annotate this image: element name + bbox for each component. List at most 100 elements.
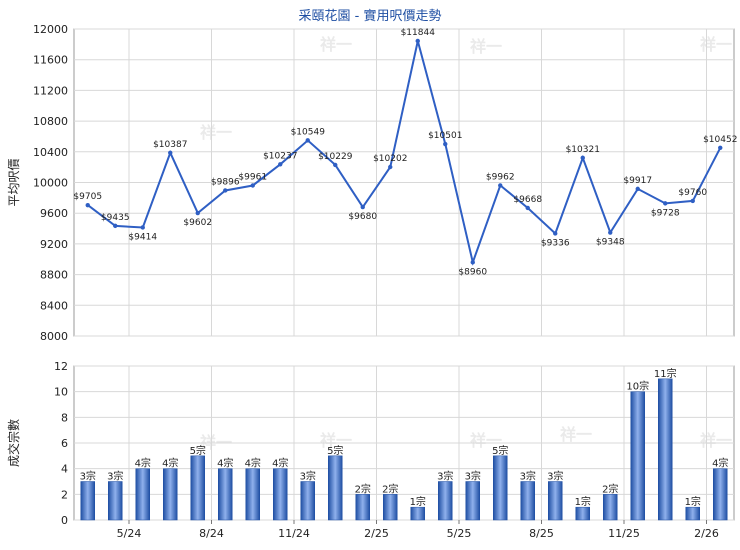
price-data-label: $9728 bbox=[651, 208, 680, 218]
bar-data-label: 5宗 bbox=[327, 444, 343, 457]
y-tick-label: 6 bbox=[61, 437, 68, 450]
price-data-label: $9336 bbox=[541, 238, 570, 248]
y-tick-label: 11200 bbox=[33, 84, 68, 97]
price-data-label: $10501 bbox=[428, 131, 462, 141]
x-tick-label: 2/25 bbox=[364, 527, 389, 540]
bar-data-label: 3宗 bbox=[437, 470, 453, 483]
transaction-bar bbox=[493, 455, 508, 521]
price-point bbox=[140, 225, 145, 230]
y-tick-label: 10 bbox=[54, 386, 68, 399]
bar-data-label: 3宗 bbox=[107, 470, 123, 483]
transaction-bar bbox=[713, 468, 728, 521]
price-data-label: $11844 bbox=[401, 28, 436, 38]
price-data-label: $9961 bbox=[238, 172, 267, 182]
transaction-bar bbox=[575, 506, 590, 521]
price-data-label: $9668 bbox=[513, 195, 542, 205]
price-point bbox=[305, 138, 310, 143]
transaction-bar bbox=[658, 378, 673, 521]
bar-data-label: 1宗 bbox=[685, 495, 701, 508]
price-data-label: $10549 bbox=[291, 127, 326, 137]
watermark: 祥一 bbox=[470, 37, 502, 56]
bar-data-label: 4宗 bbox=[217, 457, 233, 470]
price-point bbox=[525, 205, 530, 211]
bar-data-label: 10宗 bbox=[626, 380, 649, 393]
price-point bbox=[113, 223, 118, 229]
x-tick-label: 2/26 bbox=[694, 527, 719, 540]
y-tick-label: 10000 bbox=[33, 177, 68, 190]
price-data-label: $9602 bbox=[183, 218, 212, 228]
y-tick-label: 2 bbox=[61, 488, 68, 501]
transaction-bar bbox=[273, 468, 288, 521]
x-tick-label: 11/25 bbox=[608, 527, 640, 540]
bar-data-label: 5宗 bbox=[190, 444, 206, 457]
price-data-label: $10202 bbox=[373, 154, 407, 164]
transaction-bar bbox=[218, 468, 233, 521]
price-line-panel: 8000 8400 8800 9200 9600 10000 10400 10800 11200… bbox=[7, 23, 737, 343]
price-data-label: $10387 bbox=[153, 140, 187, 150]
y-tick-label: 10400 bbox=[33, 146, 68, 159]
price-data-label: $10229 bbox=[318, 152, 353, 162]
price-data-label: $9760 bbox=[678, 188, 707, 198]
x-tick-label: 5/24 bbox=[117, 527, 142, 540]
price-point bbox=[608, 230, 613, 235]
transaction-bar bbox=[410, 506, 425, 521]
watermark: 祥一 bbox=[560, 425, 592, 444]
price-data-label: $9705 bbox=[73, 192, 102, 202]
bar-data-label: 4宗 bbox=[272, 457, 288, 470]
price-point bbox=[195, 210, 200, 216]
bar-data-label: 1宗 bbox=[410, 495, 426, 508]
price-point bbox=[168, 150, 173, 155]
bar-data-label: 2宗 bbox=[602, 482, 618, 495]
y-tick-label: 8400 bbox=[40, 299, 68, 312]
y-tick-label: 4 bbox=[61, 463, 68, 476]
price-point bbox=[223, 188, 228, 193]
price-point bbox=[415, 38, 420, 44]
bar-data-label: 4宗 bbox=[245, 457, 261, 470]
bar-data-label: 4宗 bbox=[162, 457, 178, 470]
y-tick-label: 10800 bbox=[33, 115, 68, 128]
bar-data-label: 4宗 bbox=[135, 457, 151, 470]
watermark: 祥一 bbox=[470, 431, 502, 450]
price-point bbox=[553, 231, 558, 236]
bar-data-label: 1宗 bbox=[575, 495, 591, 508]
bar-data-label: 2宗 bbox=[382, 482, 398, 495]
transaction-bar bbox=[465, 481, 480, 521]
transaction-bar bbox=[300, 481, 315, 521]
watermark: 祥一 bbox=[700, 431, 732, 450]
y-tick-label: 12 bbox=[54, 360, 68, 373]
transaction-bar bbox=[630, 391, 645, 521]
price-point bbox=[278, 162, 283, 167]
chart-title: 采頤花園 - 實用呎價走勢 bbox=[299, 8, 442, 24]
bar-data-label: 3宗 bbox=[300, 470, 316, 483]
bar-data-label: 3宗 bbox=[80, 470, 96, 483]
transaction-bar bbox=[135, 468, 150, 521]
price-data-label: $9435 bbox=[101, 213, 130, 223]
y-tick-label: 8000 bbox=[40, 330, 68, 343]
bar-data-label: 5宗 bbox=[492, 444, 508, 457]
transaction-bar bbox=[328, 455, 343, 521]
price-point bbox=[663, 201, 668, 206]
price-data-label: $8960 bbox=[458, 267, 487, 277]
bar-data-label: 3宗 bbox=[465, 470, 481, 483]
transaction-bar bbox=[80, 481, 95, 521]
y-axis-label: 平均呎價 bbox=[7, 158, 21, 206]
price-data-label: $9414 bbox=[128, 232, 157, 242]
y-tick-label: 8 bbox=[61, 411, 68, 424]
price-data-label: $9962 bbox=[486, 172, 515, 182]
price-point bbox=[498, 183, 503, 188]
y-tick-label: 9600 bbox=[40, 207, 68, 220]
bar-data-label: 4宗 bbox=[712, 457, 728, 470]
x-tick-label: 8/24 bbox=[199, 527, 224, 540]
transaction-bar bbox=[163, 468, 178, 521]
x-tick-label: 11/24 bbox=[278, 527, 310, 540]
price-point bbox=[718, 145, 723, 151]
watermark: 祥一 bbox=[320, 35, 352, 54]
bar-data-label: 3宗 bbox=[520, 470, 536, 483]
bar-data-label: 2宗 bbox=[355, 482, 371, 495]
y-tick-label: 8800 bbox=[40, 269, 68, 282]
watermark: 祥一 bbox=[200, 433, 232, 452]
price-data-label: $10237 bbox=[263, 151, 297, 161]
y-tick-label: 0 bbox=[61, 514, 68, 527]
price-point bbox=[690, 198, 695, 204]
